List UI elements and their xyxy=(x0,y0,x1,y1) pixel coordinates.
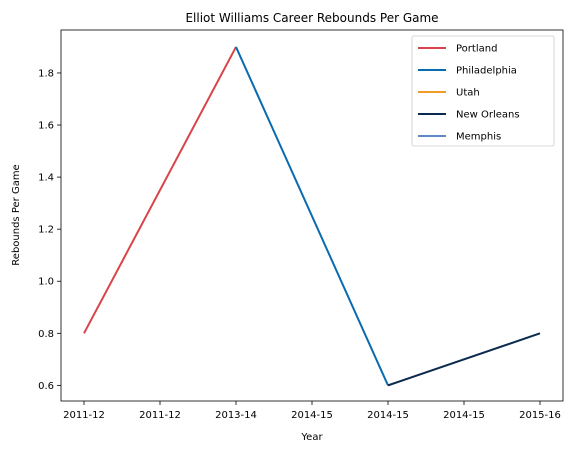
x-tick-label: 2011-12 xyxy=(63,410,105,421)
x-tick-label: 2014-15 xyxy=(367,410,409,421)
legend-entry: New Orleans xyxy=(456,110,520,121)
legend-entry: Philadelphia xyxy=(456,66,517,77)
legend-entry: Memphis xyxy=(456,132,501,143)
y-tick-label: 1.4 xyxy=(38,173,54,184)
x-tick-label: 2011-12 xyxy=(139,410,181,421)
x-tick-label: 2014-15 xyxy=(291,410,333,421)
series-line-new-orleans xyxy=(387,332,541,387)
y-tick-label: 0.6 xyxy=(38,381,54,392)
y-tick-label: 1.2 xyxy=(38,225,54,236)
series-lines xyxy=(83,46,541,387)
chart-title: Elliot Williams Career Rebounds Per Game xyxy=(185,11,438,25)
legend-entry: Portland xyxy=(456,44,497,55)
y-tick-label: 1.6 xyxy=(38,121,54,132)
y-axis: 0.6 0.8 1.0 1.2 1.4 1.6 1.8 xyxy=(38,68,61,392)
x-axis-label: Year xyxy=(300,432,323,443)
x-tick-label: 2013-14 xyxy=(215,410,257,421)
legend: Portland Philadelphia Utah New Orleans Memph… xyxy=(411,35,555,147)
y-tick-label: 1.0 xyxy=(38,277,54,288)
series-line-portland xyxy=(83,46,237,334)
legend-box xyxy=(411,35,555,147)
x-axis: 2011-12 2011-12 2013-14 2014-15 2014-15 2014-… xyxy=(63,401,561,421)
y-tick-label: 1.8 xyxy=(38,68,54,79)
y-tick-label: 0.8 xyxy=(38,329,54,340)
y-axis-label: Rebounds Per Game xyxy=(11,164,22,265)
x-tick-label: 2015-16 xyxy=(519,410,561,421)
legend-entry: Utah xyxy=(456,88,480,99)
series-line-philadelphia xyxy=(235,46,389,386)
x-tick-label: 2014-15 xyxy=(443,410,485,421)
